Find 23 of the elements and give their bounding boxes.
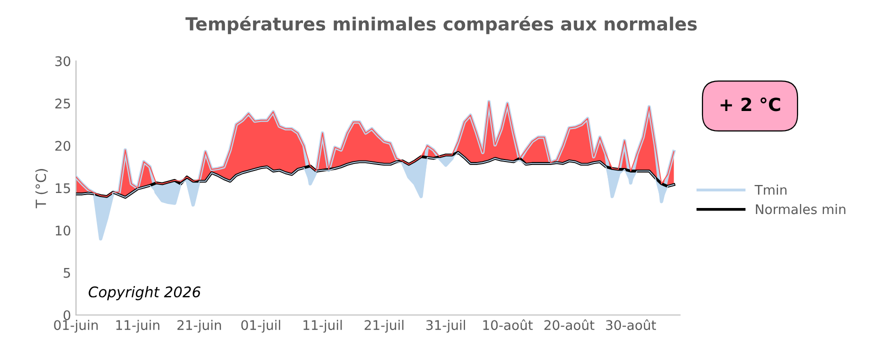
legend-label: Normales min: [756, 204, 846, 214]
x-tick-label: 31-juil: [426, 320, 466, 333]
y-axis-title: T (°C): [35, 169, 48, 208]
x-tick-label: 30-août: [606, 319, 656, 330]
chart-title: Températures minimales comparées aux normales: [185, 16, 697, 34]
x-tick-label: 01-juin: [54, 320, 98, 333]
y-tick-label: 25: [55, 98, 70, 109]
x-tick-label: 21-juil: [364, 320, 404, 333]
y-tick-label: 15: [56, 183, 70, 194]
x-tick-label: 21-juin: [177, 320, 221, 333]
y-tick-label: 5: [64, 268, 70, 278]
x-tick-label: 11-juil: [304, 320, 342, 333]
x-tick-label: 01-juil: [241, 320, 280, 333]
text: + 2 °C: [720, 97, 780, 112]
x-tick-label: 20-août: [544, 319, 594, 330]
legend-label: Tmin: [754, 184, 786, 195]
x-tick-label: 11-juin: [116, 320, 160, 333]
y-tick-label: 10: [56, 226, 70, 236]
annotation: Copyright 2026: [88, 286, 200, 300]
y-tick-label: 30: [55, 56, 70, 66]
x-tick-label: 10-août: [483, 319, 533, 330]
y-tick-label: 20: [55, 140, 70, 151]
y-tick-label: 0: [64, 310, 70, 320]
